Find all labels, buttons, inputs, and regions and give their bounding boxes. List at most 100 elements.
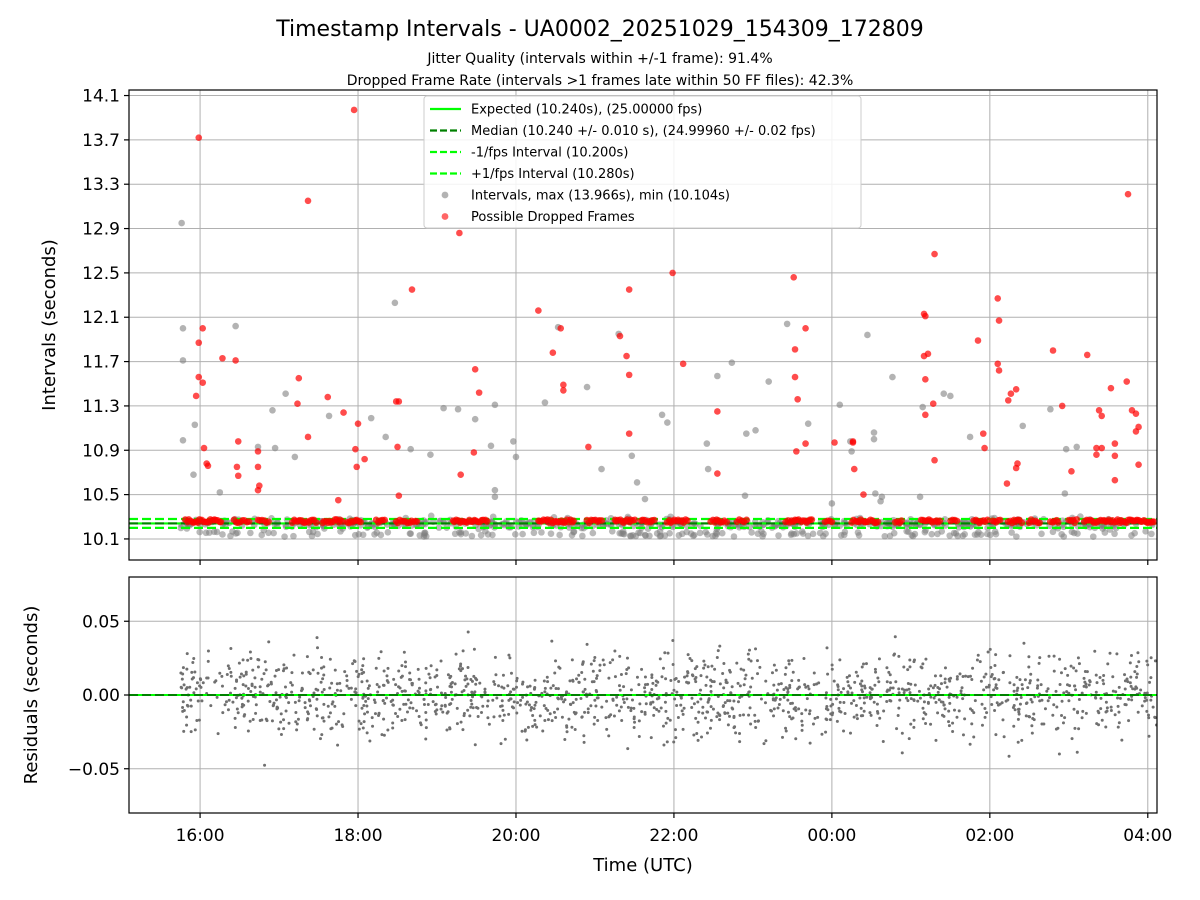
residual-point	[335, 688, 339, 692]
residual-point	[637, 683, 641, 687]
residual-point	[980, 723, 984, 727]
residual-point	[671, 638, 675, 642]
residual-point	[509, 671, 513, 675]
residual-point	[703, 716, 707, 720]
residual-point	[339, 689, 343, 693]
interval-point	[1047, 405, 1054, 413]
residual-point	[543, 690, 547, 694]
residual-point	[741, 713, 745, 717]
interval-point	[992, 530, 1000, 538]
residual-point	[1047, 654, 1051, 658]
residual-point	[206, 676, 210, 680]
residual-point	[365, 731, 369, 735]
legend-marker	[441, 191, 449, 199]
residual-point	[895, 727, 899, 731]
residual-point	[859, 714, 863, 718]
residual-point	[270, 719, 274, 723]
residual-point	[213, 680, 217, 684]
dropped-frame-point	[334, 496, 342, 504]
residual-point	[797, 707, 801, 711]
residual-point	[664, 677, 668, 681]
residual-point	[1018, 702, 1022, 706]
residual-point	[282, 667, 286, 671]
legend-label: -1/fps Interval (10.200s)	[471, 146, 628, 161]
interval-point	[714, 372, 721, 380]
interval-point	[718, 529, 726, 537]
residual-point	[361, 664, 365, 668]
residual-point	[289, 681, 293, 685]
residual-point	[181, 700, 185, 704]
residual-point	[702, 659, 706, 663]
residual-point	[875, 709, 879, 713]
residual-point	[1018, 678, 1022, 682]
residual-point	[1149, 676, 1153, 680]
interval-point	[579, 532, 586, 540]
dropped-frame-point	[471, 366, 479, 373]
interval-point	[196, 528, 204, 536]
residual-point	[957, 709, 961, 713]
residual-point	[441, 710, 445, 714]
residual-point	[322, 688, 326, 692]
residual-point	[617, 684, 621, 688]
residual-point	[1082, 676, 1086, 680]
dropped-frame-point	[931, 456, 938, 464]
residual-point	[800, 712, 804, 716]
x-tick-label: 16:00	[176, 826, 225, 846]
residual-point	[434, 712, 438, 716]
residual-point	[593, 715, 597, 719]
residual-point	[472, 647, 476, 651]
residual-point	[548, 712, 552, 716]
residual-point	[462, 714, 466, 718]
interval-point	[864, 331, 871, 339]
residual-point	[693, 677, 697, 681]
residual-point	[877, 680, 881, 684]
interval-point	[265, 529, 272, 537]
residual-point	[943, 707, 947, 711]
dropped-frame-point	[1004, 397, 1012, 404]
residual-point	[526, 685, 530, 689]
dropped-frame-point	[353, 463, 361, 471]
interval-point	[232, 322, 239, 330]
residual-point	[1020, 738, 1024, 742]
residual-point	[1013, 708, 1017, 712]
residual-point	[376, 690, 380, 694]
residual-point	[583, 710, 587, 714]
residual-point	[426, 703, 430, 707]
residual-point	[960, 686, 964, 690]
residual-point	[361, 726, 365, 730]
residual-point	[854, 670, 858, 674]
residual-point	[312, 691, 316, 695]
residual-point	[1125, 677, 1129, 681]
residual-point	[333, 704, 337, 708]
residual-point	[424, 681, 428, 685]
residual-point	[1069, 664, 1073, 668]
legend-box	[423, 95, 862, 229]
residual-point	[715, 656, 719, 660]
residual-point	[1117, 685, 1121, 689]
residual-point	[192, 657, 196, 661]
residual-point	[726, 711, 730, 715]
residual-point	[450, 681, 454, 685]
interval-point	[608, 527, 616, 535]
residual-point	[269, 682, 273, 686]
residual-point	[562, 700, 566, 704]
residual-point	[862, 701, 866, 705]
residual-point	[1072, 666, 1076, 670]
residual-point	[908, 665, 912, 669]
residual-point	[608, 661, 612, 665]
dropped-frame-point	[791, 373, 799, 381]
dropped-frame-point	[849, 439, 857, 446]
residual-point	[891, 686, 895, 690]
dropped-frame-point	[898, 517, 905, 524]
residual-point	[365, 679, 369, 683]
residual-point	[625, 697, 629, 701]
residual-point	[209, 704, 213, 708]
residual-point	[716, 649, 720, 653]
residual-point	[790, 658, 794, 662]
residual-point	[529, 708, 533, 712]
residual-point	[271, 704, 275, 708]
residual-point	[800, 719, 804, 723]
residual-point	[1128, 681, 1132, 685]
residual-point	[736, 681, 740, 685]
residual-point	[607, 676, 611, 680]
